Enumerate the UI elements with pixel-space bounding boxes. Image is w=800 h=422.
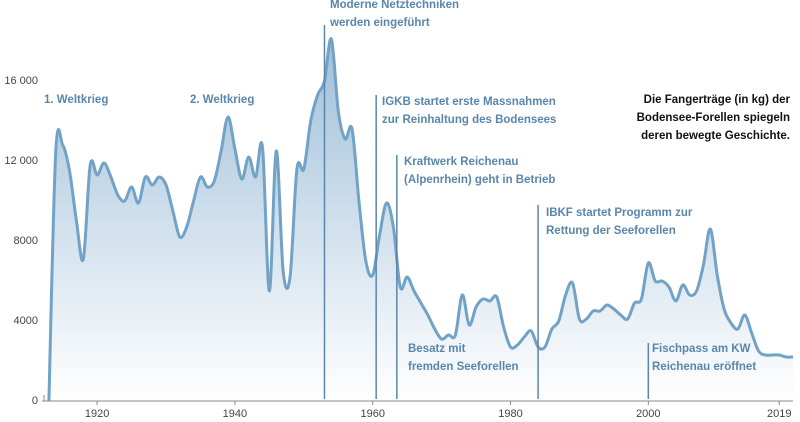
annotation-text: fremden Seeforellen <box>408 361 519 373</box>
y-tick-label: 0 <box>32 395 38 407</box>
y-tick-label: 8000 <box>14 235 38 247</box>
annotation-text: IGKB startet erste Massnahmen <box>382 96 556 108</box>
description: deren bewegte Geschichte. <box>641 130 790 142</box>
annotation-text: IBKF startet Programm zur <box>546 207 693 219</box>
annotation-text: Besatz mit <box>408 343 466 355</box>
annotation-text: Reichenau eröffnet <box>652 361 756 373</box>
y-tick-label: 4000 <box>14 315 38 327</box>
description: Die Fangerträge (in kg) der <box>644 94 791 106</box>
annotation-text: Rettung der Seeforellen <box>546 225 676 237</box>
annotation-text: zur Reinhaltung des Bodensees <box>382 114 556 126</box>
annotation-text: Kraftwerk Reichenau <box>404 156 518 168</box>
y-tick-label: 12 000 <box>4 155 38 167</box>
x-tick-label: 2000 <box>636 408 660 420</box>
event-label: 2. Weltkrieg <box>190 94 254 106</box>
annotation-text: (Alpenrhein) geht in Betrieb <box>404 174 555 186</box>
x-tick-label: 1960 <box>360 408 384 420</box>
y-tick-label: 16 000 <box>4 75 38 87</box>
line <box>47 37 794 402</box>
event-label: 1. Weltkrieg <box>44 94 108 106</box>
x-tick-label: 2019 <box>767 408 791 420</box>
x-tick-label: 1980 <box>498 408 522 420</box>
annotation-text: Fischpass am KW <box>652 343 751 355</box>
x-tick-label: 1940 <box>223 408 247 420</box>
annotation-text: Moderne Netztechniken <box>330 0 459 11</box>
description: Bodensee-Forellen spiegeln <box>637 112 790 124</box>
x-tick-label: 1920 <box>85 408 109 420</box>
area <box>48 38 794 402</box>
annotation-text: werden eingeführt <box>329 17 430 29</box>
